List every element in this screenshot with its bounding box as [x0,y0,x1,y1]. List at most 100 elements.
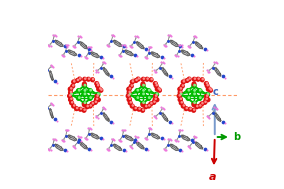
Ellipse shape [132,105,133,106]
Ellipse shape [82,101,86,105]
Ellipse shape [192,101,196,105]
Ellipse shape [155,82,156,84]
Ellipse shape [180,84,184,88]
Ellipse shape [80,78,81,79]
Ellipse shape [130,102,131,103]
Ellipse shape [87,105,88,107]
Ellipse shape [180,98,182,99]
Ellipse shape [137,97,139,98]
Ellipse shape [85,78,86,79]
Ellipse shape [130,93,131,95]
Ellipse shape [178,87,182,91]
Ellipse shape [131,85,133,86]
Ellipse shape [80,108,82,109]
Ellipse shape [155,98,156,99]
Ellipse shape [155,87,159,91]
Ellipse shape [97,98,98,99]
Ellipse shape [129,88,131,89]
Polygon shape [49,108,53,118]
Ellipse shape [128,98,131,101]
Ellipse shape [127,87,131,91]
Ellipse shape [185,79,189,82]
Ellipse shape [134,79,138,82]
Ellipse shape [99,88,103,92]
Ellipse shape [144,105,148,109]
Ellipse shape [205,101,206,102]
Ellipse shape [72,104,76,108]
Ellipse shape [79,97,80,98]
Polygon shape [113,144,122,150]
Ellipse shape [135,89,139,93]
Ellipse shape [69,91,72,94]
Ellipse shape [147,78,148,79]
Ellipse shape [147,89,151,93]
Ellipse shape [158,88,159,89]
Ellipse shape [84,90,86,91]
Ellipse shape [78,79,79,81]
Ellipse shape [194,109,195,110]
Ellipse shape [184,107,188,111]
Ellipse shape [190,108,191,109]
Ellipse shape [100,88,101,89]
Ellipse shape [77,96,81,100]
Ellipse shape [152,101,156,104]
Polygon shape [103,67,109,76]
Ellipse shape [149,89,150,91]
Polygon shape [136,42,144,49]
Polygon shape [80,142,87,149]
Ellipse shape [130,84,133,88]
Ellipse shape [136,79,137,81]
Ellipse shape [73,85,74,86]
Text: b: b [233,132,240,142]
Ellipse shape [84,109,85,110]
Ellipse shape [200,97,201,98]
Ellipse shape [189,78,190,79]
Ellipse shape [70,95,71,96]
Ellipse shape [200,78,204,82]
Ellipse shape [155,98,159,102]
Ellipse shape [194,102,195,103]
Polygon shape [90,52,99,58]
Ellipse shape [179,98,182,101]
Ellipse shape [188,97,190,98]
Polygon shape [67,135,77,141]
Ellipse shape [153,98,157,101]
Ellipse shape [141,108,145,112]
Ellipse shape [87,77,90,81]
Ellipse shape [149,78,153,82]
Ellipse shape [147,96,151,100]
Polygon shape [181,135,190,141]
Ellipse shape [156,93,158,95]
Ellipse shape [198,96,202,100]
Ellipse shape [151,78,152,80]
Ellipse shape [135,96,139,100]
Ellipse shape [178,98,182,101]
Ellipse shape [206,98,207,99]
Ellipse shape [77,89,81,93]
Ellipse shape [209,88,210,89]
Ellipse shape [88,96,92,100]
Ellipse shape [198,89,202,93]
Ellipse shape [130,98,131,99]
Ellipse shape [182,85,183,86]
Ellipse shape [187,77,191,81]
Ellipse shape [160,89,161,90]
Ellipse shape [75,107,78,111]
Ellipse shape [141,103,145,107]
Ellipse shape [71,84,75,88]
Ellipse shape [149,97,150,98]
Ellipse shape [143,90,144,91]
Ellipse shape [143,102,144,103]
Ellipse shape [70,101,74,105]
Ellipse shape [96,84,99,88]
Ellipse shape [188,89,190,91]
Ellipse shape [77,107,78,109]
Polygon shape [170,40,179,46]
Ellipse shape [143,109,144,110]
Ellipse shape [206,87,210,91]
Ellipse shape [156,87,160,91]
Ellipse shape [129,91,130,92]
Polygon shape [195,42,203,49]
Ellipse shape [127,98,131,101]
Ellipse shape [192,108,195,112]
